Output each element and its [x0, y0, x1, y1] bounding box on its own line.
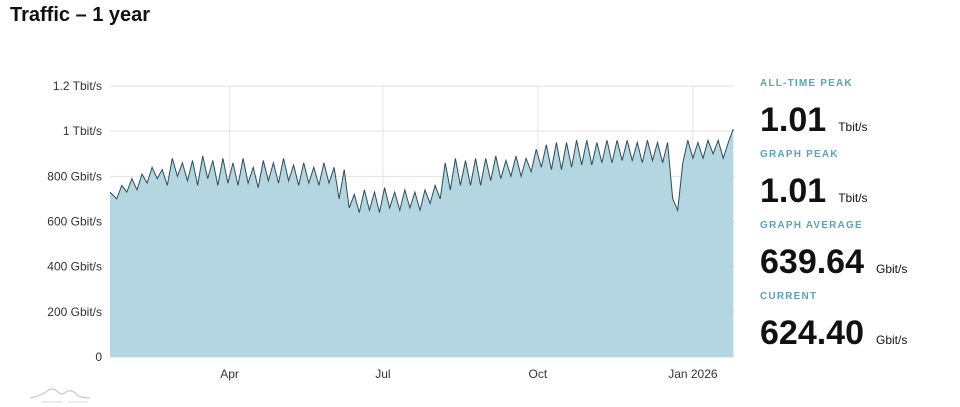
stat-value: 639.64: [760, 243, 864, 281]
traffic-chart: 0 200 Gbit/s 400 Gbit/s 600 Gbit/s 800 Gbit/…: [47, 79, 735, 381]
x-axis: Apr Jul Oct Jan 2026: [220, 367, 718, 381]
y-tick-label: 800 Gbit/s: [47, 169, 102, 183]
traffic-line: [109, 128, 734, 213]
traffic-area: [110, 128, 734, 357]
x-tick-label: Oct: [529, 367, 548, 381]
y-axis: 0 200 Gbit/s 400 Gbit/s 600 Gbit/s 800 Gbit/…: [47, 79, 102, 364]
stat-unit: Tbit/s: [838, 120, 868, 134]
stat-unit: Tbit/s: [838, 191, 868, 205]
page-title: Traffic – 1 year: [10, 4, 151, 26]
stat-unit: Gbit/s: [876, 333, 908, 347]
y-tick-label: 200 Gbit/s: [47, 305, 102, 319]
y-tick-label: 600 Gbit/s: [47, 215, 102, 229]
stat-graph-peak: GRAPH PEAK 1.01 Tbit/s: [760, 149, 955, 208]
stat-value: 1.01: [760, 172, 827, 210]
stats-panel: ALL-TIME PEAK 1.01 Tbit/s GRAPH PEAK 1.0…: [760, 78, 955, 362]
stat-value: 624.40: [760, 314, 864, 352]
stat-label: GRAPH PEAK: [760, 149, 839, 160]
y-tick-label: 400 Gbit/s: [47, 260, 102, 274]
logo-icon: [29, 388, 91, 403]
y-tick-label: 1.2 Tbit/s: [53, 79, 102, 93]
y-tick-label: 0: [95, 350, 102, 364]
x-tick-label: Jul: [375, 367, 390, 381]
stat-value: 1.01: [760, 101, 827, 139]
stat-current: CURRENT 624.40 Gbit/s: [760, 291, 955, 350]
stat-label: ALL-TIME PEAK: [760, 78, 853, 89]
stat-unit: Gbit/s: [876, 262, 908, 276]
x-tick-label: Jan 2026: [668, 367, 718, 381]
stat-label: GRAPH AVERAGE: [760, 220, 863, 231]
x-tick-label: Apr: [220, 367, 239, 381]
stat-all-time-peak: ALL-TIME PEAK 1.01 Tbit/s: [760, 78, 955, 137]
y-tick-label: 1 Tbit/s: [63, 124, 102, 138]
stat-label: CURRENT: [760, 291, 818, 302]
stat-graph-average: GRAPH AVERAGE 639.64 Gbit/s: [760, 220, 955, 279]
